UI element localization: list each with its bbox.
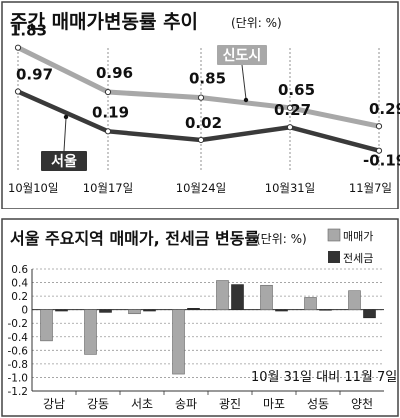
data-point-new-town [197,94,205,101]
y-tick-label: -0.4 [8,332,29,344]
data-label-new-town: 0.65 [278,81,315,99]
bar-sale [172,309,185,375]
bar-jeonse [231,284,244,310]
legend-swatch-jeonse [328,251,340,263]
data-label-seoul: 0.02 [185,114,222,132]
x-category-label: 강동 [87,397,109,411]
series-tag-dot [243,97,249,103]
data-point-new-town [104,88,112,96]
data-point-seoul [375,147,383,154]
y-tick-label: 0.2 [11,291,28,303]
series-tag-bg [41,151,87,171]
data-label-new-town: 1.83 [10,22,47,40]
line-chart-unit: (단위: %) [231,16,282,30]
legend-label-sale: 매매가 [343,230,373,243]
x-category-label: 성동 [307,397,329,411]
bar-sale [216,280,229,310]
data-label-seoul: 0.19 [92,103,129,121]
data-label-seoul: -0.19 [363,152,400,170]
bar-jeonse [187,308,200,310]
data-label-new-town: 0.29 [369,100,400,118]
legend-label-jeonse: 전세금 [343,252,373,265]
bar-sale [348,290,361,310]
series-tag-seoul: 서울 [41,114,87,171]
x-category-label: 양천 [351,396,373,411]
data-point-seoul [104,128,112,135]
x-category-label: 서초 [131,397,153,411]
data-label-seoul: 0.27 [274,101,311,119]
y-tick-label: -0.6 [8,345,29,357]
data-point-new-town [375,123,383,130]
bar-sale [128,309,141,315]
bar-sale [304,297,317,310]
y-tick-label: -0.2 [8,318,29,330]
line-chart-title: 주간 매매가변동률 추이 [10,11,198,33]
legend-swatch-sale [327,228,341,242]
x-tick-label: 10월17일 [83,181,133,195]
bar-jeonse [143,309,156,312]
y-tick-label: -0.8 [8,359,29,371]
bar-jeonse [55,309,68,312]
bar-sale [40,309,53,342]
data-point-seoul [286,124,294,131]
bar-sale [260,284,273,310]
bar-sale [84,309,97,355]
bar-jeonse [363,309,376,319]
x-tick-label: 10월24일 [176,181,226,195]
series-tag-label: 서울 [51,153,77,170]
x-category-label: 광진 [219,397,241,411]
bar-jeonse [275,309,288,312]
data-label-new-town: 0.96 [96,64,133,82]
x-category-label: 마포 [263,397,285,411]
y-tick-label: -1.0 [8,372,29,384]
bar-chart-title: 서울 주요지역 매매가, 전세금 변동률 [10,229,259,248]
x-tick-label: 10월31일 [265,181,315,195]
x-tick-label: 11월7일 [349,181,392,195]
bar-jeonse [319,309,332,311]
data-label-new-town: 0.85 [189,70,226,88]
series-tag-label: 신도시 [223,48,262,64]
data-label-seoul: 0.97 [16,66,53,84]
y-tick-label: 0.4 [11,278,28,290]
bar-chart-plot: 0.6 0.40.2 0-0.2 -0.4-0.6 -0.8-1.0 -1.2 강남 강동 서초… [8,264,384,411]
series-tag-dot [63,114,69,120]
line-chart-plot: 1.83 0.96 0.85 0.65 0.29 0.97 0.19 0.02 0.27 -0.1… [8,22,400,195]
y-tick-label: -1.2 [8,386,29,398]
bottom-panel-frame [1,218,399,417]
data-point-new-town [14,44,22,51]
y-tick-label: 0.6 [11,264,28,276]
data-point-seoul [14,88,22,95]
top-panel-frame [1,1,399,210]
data-point-seoul [197,136,205,144]
x-category-label: 송파 [175,397,197,411]
data-point-new-town [286,104,294,111]
x-tick-label: 10월10일 [8,181,58,195]
bar-jeonse [99,309,112,313]
series-tag-new-town: 신도시 [217,45,267,103]
panel-separator [0,209,400,219]
y-tick-label: 0 [21,305,28,317]
x-category-label: 강남 [43,397,65,411]
series-tag-leader [63,117,67,152]
bar-chart-annotation: 10월 31일 대비 11월 7일 [251,370,397,385]
series-tag-leader [241,64,247,100]
series-tag-bg [217,45,267,65]
bar-chart-unit: (단위: %) [256,232,307,246]
